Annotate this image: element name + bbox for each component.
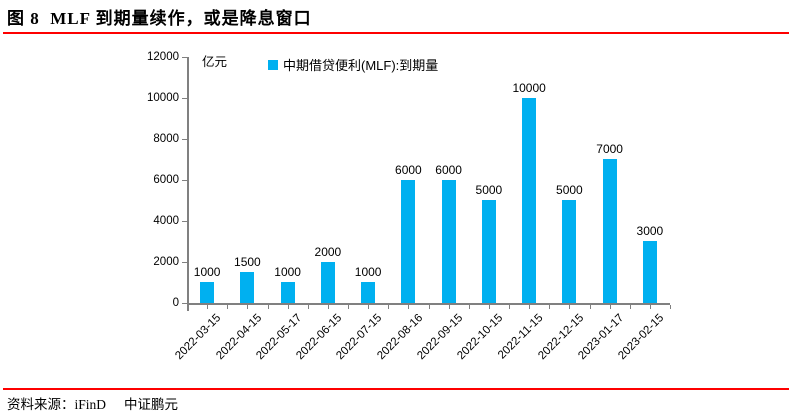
y-axis-tick-label: 10000 (147, 92, 179, 104)
bar-value-label: 1000 (354, 265, 382, 279)
x-axis-tick (448, 305, 450, 309)
bottom-red-rule (3, 388, 789, 390)
bar-value-label: 1000 (193, 265, 221, 279)
x-axis-tick (368, 305, 370, 309)
x-axis-tick (227, 305, 229, 309)
bar-value-label: 10000 (512, 81, 546, 95)
x-axis-tick (327, 305, 329, 309)
y-axis-tick (182, 57, 187, 58)
y-axis-tick-label: 0 (172, 297, 179, 309)
x-axis-line (187, 303, 670, 305)
legend-series-label: 中期借贷便利(MLF):到期量 (283, 58, 439, 73)
bar (441, 180, 456, 303)
x-axis-tick (629, 305, 631, 309)
y-axis-unit-label: 亿元 (202, 55, 228, 69)
x-axis-tick (670, 305, 671, 309)
bar (401, 180, 416, 303)
bar (562, 200, 577, 303)
x-axis-tick (267, 305, 269, 309)
bar (522, 98, 537, 303)
x-axis-tick (468, 305, 470, 309)
bar-value-label: 1000 (274, 265, 301, 279)
x-axis-tick (529, 305, 531, 309)
y-axis-tick (182, 262, 187, 263)
source-line: 资料来源：iFinD 中证鹏元 (7, 393, 178, 413)
y-axis-tick (182, 180, 187, 181)
bar (602, 159, 617, 303)
bar (642, 241, 657, 303)
x-axis-tick (348, 305, 349, 309)
bar-value-label: 5000 (556, 183, 583, 197)
x-axis-tick (408, 305, 410, 309)
x-axis-tick (187, 305, 188, 309)
y-axis-tick-label: 6000 (153, 174, 179, 186)
bar (280, 282, 295, 303)
bar (481, 200, 496, 303)
chart-legend: 中期借贷便利(MLF):到期量 (268, 55, 438, 74)
bar-value-label: 6000 (395, 163, 422, 177)
x-axis-tick (569, 305, 571, 309)
x-axis-tick (428, 305, 430, 309)
bar-value-label: 7000 (596, 142, 623, 156)
bar-value-label: 5000 (475, 183, 503, 197)
y-axis-tick-label: 2000 (153, 256, 179, 268)
legend-swatch-icon (268, 59, 278, 70)
y-axis-tick (182, 139, 187, 140)
y-axis-tick (182, 98, 187, 99)
x-axis-tick (488, 305, 490, 309)
bar (320, 262, 335, 303)
y-axis-line (187, 57, 189, 311)
x-axis-tick (609, 305, 611, 309)
bar-value-label: 6000 (435, 163, 462, 177)
y-axis-tick-label: 8000 (153, 133, 179, 145)
bar-value-label: 2000 (314, 245, 342, 259)
x-axis-tick (549, 305, 551, 309)
bar-value-label: 3000 (636, 224, 664, 238)
y-axis-tick-label: 12000 (147, 51, 179, 63)
x-axis-tick (388, 305, 390, 309)
bar (240, 272, 255, 303)
x-axis-tick (307, 305, 309, 309)
x-axis-tick (287, 305, 289, 309)
bar (200, 282, 215, 303)
y-axis-tick (182, 221, 187, 222)
bar (361, 282, 376, 303)
figure-title: 图 8 MLF 到期量续作，或是降息窗口 (7, 9, 312, 28)
source-label: 资料来源：iFinD (7, 397, 107, 412)
bar-value-label: 1500 (234, 255, 261, 269)
x-axis-tick (589, 305, 591, 309)
x-axis-tick (509, 305, 510, 309)
top-red-rule (3, 32, 789, 34)
x-axis-tick (649, 305, 651, 309)
y-axis-tick-label: 4000 (153, 215, 179, 227)
y-axis-tick (182, 303, 187, 304)
company-label: 中证鹏元 (124, 397, 179, 412)
x-axis-tick (247, 305, 249, 309)
x-axis-tick (207, 305, 209, 309)
